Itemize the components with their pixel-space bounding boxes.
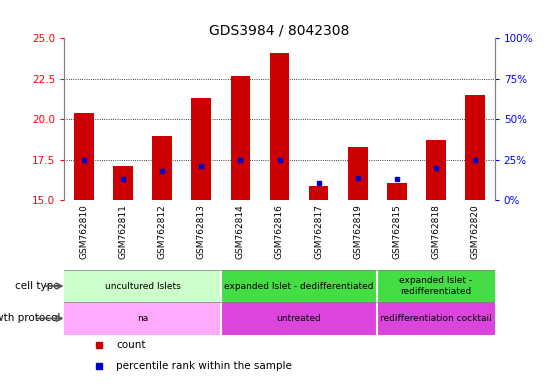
Text: count: count (116, 340, 145, 350)
Text: growth protocol: growth protocol (0, 313, 60, 323)
Text: GSM762812: GSM762812 (158, 204, 167, 259)
Text: GSM762811: GSM762811 (119, 204, 127, 259)
Text: GSM762816: GSM762816 (275, 204, 284, 259)
Bar (377, 302, 495, 335)
Text: expanded Islet - dedifferentiated: expanded Islet - dedifferentiated (224, 281, 374, 291)
Bar (152, 136, 172, 200)
Bar (427, 141, 446, 200)
Bar (377, 270, 495, 302)
Bar (348, 147, 368, 200)
Text: uncultured Islets: uncultured Islets (105, 281, 181, 291)
Text: cell type: cell type (15, 281, 60, 291)
Bar (113, 166, 133, 200)
Bar (64, 270, 221, 302)
Text: untreated: untreated (277, 314, 321, 323)
Text: redifferentiation cocktail: redifferentiation cocktail (380, 314, 492, 323)
Text: GSM762820: GSM762820 (471, 204, 480, 259)
Bar (466, 95, 485, 200)
Bar (387, 183, 407, 200)
Bar (309, 186, 329, 200)
Text: na: na (137, 314, 148, 323)
Text: GSM762819: GSM762819 (353, 204, 362, 259)
Text: GSM762818: GSM762818 (432, 204, 440, 259)
Text: GSM762817: GSM762817 (314, 204, 323, 259)
Bar (221, 302, 377, 335)
Bar (270, 53, 290, 200)
Bar (231, 76, 250, 200)
Bar (221, 270, 377, 302)
Text: percentile rank within the sample: percentile rank within the sample (116, 361, 292, 371)
Text: GSM762813: GSM762813 (197, 204, 206, 259)
Bar (74, 113, 93, 200)
Text: GSM762815: GSM762815 (392, 204, 401, 259)
Bar (192, 98, 211, 200)
Text: GSM762814: GSM762814 (236, 204, 245, 259)
Text: expanded Islet -
redifferentiated: expanded Islet - redifferentiated (400, 276, 472, 296)
Text: GSM762810: GSM762810 (79, 204, 88, 259)
Title: GDS3984 / 8042308: GDS3984 / 8042308 (209, 23, 350, 37)
Bar (64, 302, 221, 335)
